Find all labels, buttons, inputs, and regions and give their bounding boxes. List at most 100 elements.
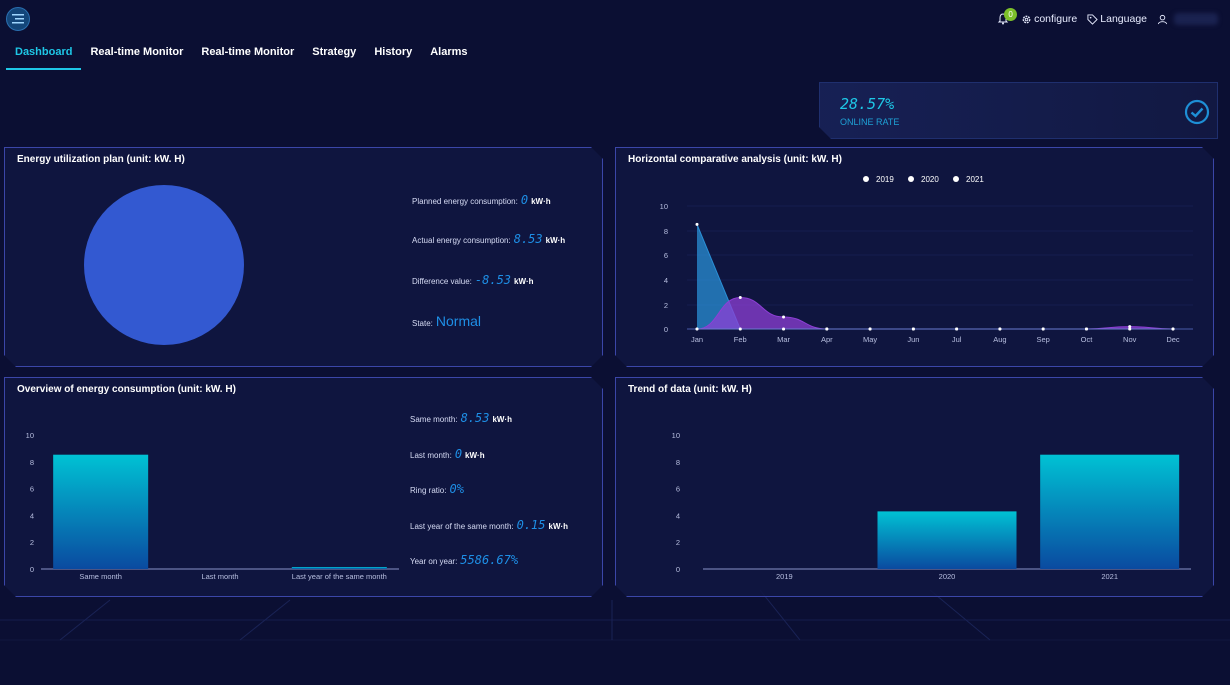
point-series-2019 — [955, 328, 958, 331]
overview-panel: Overview of energy consumption (unit: kW… — [4, 377, 603, 597]
same-month-unit: kW·h — [492, 415, 513, 424]
tab-real-time-monitor-2[interactable]: Real-time Monitor — [201, 46, 295, 58]
y-tick-label: 4 — [676, 511, 680, 520]
x-tick-label: Sep — [1037, 335, 1050, 344]
x-tick-label: Last month — [201, 572, 238, 581]
main-tabs: Dashboard Real-time Monitor Real-time Mo… — [6, 40, 477, 70]
y-tick-label: 10 — [26, 431, 34, 440]
point-series-2019 — [1172, 328, 1175, 331]
pie-slice-actual — [84, 185, 244, 345]
legend-label-2020: 2020 — [921, 175, 939, 184]
y-tick-label: 2 — [30, 538, 34, 547]
area-series-2020 — [697, 298, 1173, 330]
planned-label: Planned energy consumption: — [412, 197, 518, 206]
bar — [292, 567, 387, 569]
difference-unit: kW·h — [514, 277, 534, 286]
same-month-label: Same month: — [410, 415, 458, 424]
legend-marker-2019 — [863, 176, 869, 182]
header-toolbar: 0 configure Language — [997, 8, 1218, 30]
difference-value: -8.53 — [474, 273, 512, 287]
x-tick-label: May — [863, 335, 877, 344]
y-tick-label: 6 — [664, 251, 668, 260]
point-series-2019 — [782, 328, 785, 331]
point-series-2020 — [782, 316, 785, 319]
notifications-button[interactable]: 0 — [997, 8, 1018, 25]
x-tick-label: Dec — [1166, 335, 1180, 344]
x-tick-label: 2019 — [776, 572, 793, 581]
tag-icon — [1087, 13, 1099, 25]
x-tick-label: Mar — [777, 335, 790, 344]
y-tick-label: 8 — [676, 458, 680, 467]
x-tick-label: Jun — [907, 335, 919, 344]
y-tick-label: 2 — [664, 301, 668, 310]
y-tick-label: 6 — [30, 485, 34, 494]
menu-toggle-button[interactable] — [6, 7, 30, 31]
y-tick-label: 4 — [30, 511, 34, 520]
x-tick-label: Jul — [952, 335, 962, 344]
bar — [1040, 455, 1179, 569]
last-year-unit: kW·h — [548, 522, 569, 531]
tab-strategy[interactable]: Strategy — [312, 46, 357, 58]
overview-stats: Same month: 8.53 kW·h Last month: 0 kW·h… — [410, 378, 600, 598]
notification-badge: 0 — [1004, 8, 1018, 21]
horizontal-analysis-chart: 0 2 4 6 8 10 Jan Feb Mar Apr May Jun Jul Aug Sep Oct Nov… — [616, 148, 1215, 368]
tab-dashboard[interactable]: Dashboard — [6, 40, 82, 70]
check-circle-icon — [1184, 99, 1210, 125]
x-tick-label: Feb — [734, 335, 747, 344]
y-tick-label: 0 — [664, 325, 668, 334]
ring-ratio-label: Ring ratio: — [410, 486, 447, 495]
yoy-label: Year on year: — [410, 557, 458, 566]
planned-value: 0 — [520, 193, 529, 207]
online-rate-card: 28.57% ONLINE RATE — [819, 82, 1218, 139]
point-series-2020 — [1128, 325, 1131, 328]
x-tick-label: Nov — [1123, 335, 1137, 344]
legend-label-2019: 2019 — [876, 175, 894, 184]
x-tick-label: Last year of the same month — [292, 572, 387, 581]
y-tick-label: 10 — [660, 202, 668, 211]
tab-alarms[interactable]: Alarms — [430, 46, 468, 58]
overview-title: Overview of energy consumption (unit: kW… — [17, 384, 236, 395]
planned-unit: kW·h — [531, 197, 551, 206]
y-tick-label: 6 — [676, 485, 680, 494]
point-series-2019 — [1085, 328, 1088, 331]
energy-plan-panel: Energy utilization plan (unit: kW. H) Pl… — [4, 147, 603, 367]
y-tick-label: 10 — [672, 431, 680, 440]
actual-value: 8.53 — [513, 232, 543, 246]
configure-button[interactable]: configure — [1021, 13, 1077, 25]
trend-panel: Trend of data (unit: kW. H) 0 2 4 6 8 10 2019 2… — [615, 377, 1214, 597]
x-tick-label: 2021 — [1101, 572, 1118, 581]
x-tick-label: Jan — [691, 335, 703, 344]
trend-bar-chart: 0 2 4 6 8 10 2019 2020 2021 — [616, 378, 1215, 598]
last-month-unit: kW·h — [465, 451, 485, 460]
horizontal-analysis-panel: Horizontal comparative analysis (unit: k… — [615, 147, 1214, 367]
point-series-2019 — [998, 328, 1001, 331]
ring-ratio-value: 0% — [449, 482, 464, 496]
trend-title: Trend of data (unit: kW. H) — [628, 384, 752, 395]
y-tick-label: 0 — [30, 565, 34, 574]
point-series-2021 — [696, 223, 699, 226]
tab-real-time-monitor-1[interactable]: Real-time Monitor — [90, 46, 184, 58]
x-tick-label: Oct — [1081, 335, 1094, 344]
point-series-2019 — [912, 328, 915, 331]
actual-unit: kW·h — [545, 236, 566, 245]
user-name-blurred — [1174, 13, 1218, 25]
tab-history[interactable]: History — [374, 46, 413, 58]
energy-plan-title: Energy utilization plan (unit: kW. H) — [17, 154, 185, 165]
language-button[interactable]: Language — [1087, 13, 1147, 25]
horizontal-analysis-title: Horizontal comparative analysis (unit: k… — [628, 154, 842, 165]
y-tick-label: 8 — [664, 227, 668, 236]
energy-plan-pie-chart — [5, 148, 604, 368]
user-button[interactable] — [1157, 13, 1218, 25]
point-series-2019 — [825, 328, 828, 331]
x-tick-label: Same month — [79, 572, 122, 581]
x-tick-label: Aug — [993, 335, 1006, 344]
state-label: State: — [412, 319, 433, 328]
actual-label: Actual energy consumption: — [412, 236, 511, 245]
point-series-2019 — [1042, 328, 1045, 331]
legend-marker-2021 — [953, 176, 959, 182]
last-month-label: Last month: — [410, 451, 452, 460]
energy-plan-stats: Planned energy consumption: 0 kW·h Actua… — [412, 148, 602, 368]
point-series-2019 — [696, 328, 699, 331]
state-value: Normal — [435, 313, 482, 329]
configure-label: configure — [1034, 13, 1078, 25]
